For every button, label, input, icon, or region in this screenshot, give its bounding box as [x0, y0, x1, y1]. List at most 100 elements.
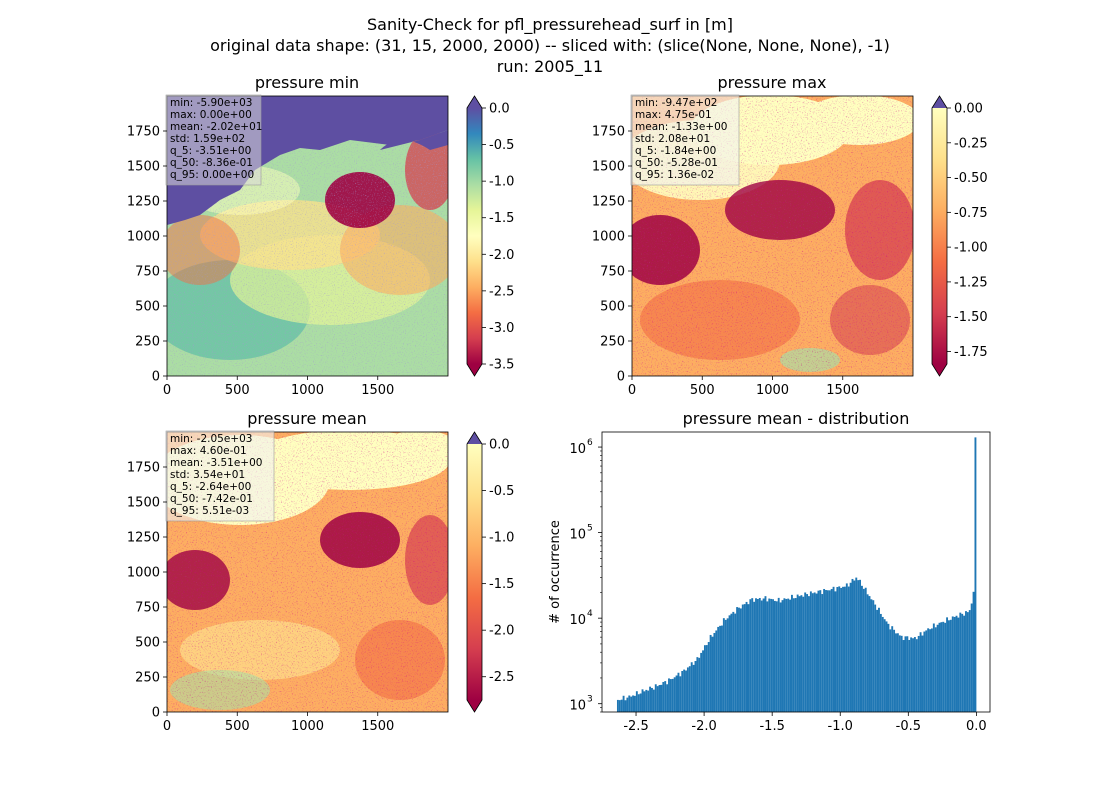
colorbar-tick-label: -0.5 — [489, 484, 514, 499]
y-tick-label: 1500 — [127, 496, 160, 511]
colorbar-tick-label: -3.5 — [489, 358, 514, 373]
histogram-bar — [690, 662, 693, 712]
y-axis: 0 250 500 750 1000 1250 1500 1750 — [127, 125, 167, 385]
histogram-bar — [876, 609, 879, 712]
y-tick-label: 10 — [569, 699, 586, 714]
histogram-bar — [677, 672, 680, 712]
panel-title: pressure max — [717, 73, 826, 92]
histogram-bar — [683, 669, 686, 712]
histogram-bar — [811, 593, 814, 712]
x-axis: 0 500 1000 1500 — [163, 376, 394, 398]
histogram-bar — [961, 613, 964, 712]
panel-title: pressure min — [255, 73, 359, 92]
y-axis: 0 250 500 750 1000 1250 1500 1750 — [592, 125, 632, 385]
histogram-bar — [732, 611, 735, 712]
colorbar: 0.0 -0.5 -1.0 -1.5 -2.0 -2.5 -3.0 -3.5 — [466, 95, 514, 377]
y-tick-exponent: 4 — [587, 609, 593, 619]
histogram-bar — [792, 598, 795, 712]
y-tick-label: 1750 — [592, 125, 625, 140]
histogram-bar — [908, 639, 911, 712]
histogram-bar — [649, 686, 652, 712]
histogram-bar — [671, 678, 674, 712]
histogram-bar — [760, 600, 763, 712]
stat-line: mean: -1.33e+00 — [635, 121, 727, 133]
histogram-bar — [666, 684, 669, 712]
histogram-bar — [842, 586, 844, 712]
y-tick-label: 1250 — [127, 531, 160, 546]
histogram-bar — [787, 598, 790, 712]
histogram-bar — [968, 610, 971, 712]
histogram-bar — [912, 638, 914, 712]
histogram-bar — [736, 607, 739, 712]
panel-title: pressure mean — [247, 409, 367, 428]
histogram-bar — [705, 645, 708, 712]
x-tick-label: 500 — [225, 383, 250, 398]
x-tick-label: -2.0 — [691, 719, 716, 734]
histogram-bar — [764, 596, 767, 712]
histogram-bar — [840, 587, 843, 712]
stat-line: q_5: -1.84e+00 — [635, 145, 716, 157]
histogram-bar — [738, 607, 740, 712]
x-tick-label: 0.0 — [966, 719, 987, 734]
y-tick-label: 250 — [600, 335, 625, 350]
histogram-bar — [887, 623, 890, 712]
panel-distribution: pressure mean - distribution -2.5 -2.0 -1.… — [548, 409, 991, 734]
histogram-bar — [832, 586, 835, 712]
histogram-bar — [857, 580, 860, 712]
stat-line: q_95: 0.00e+00 — [170, 169, 254, 181]
colorbar-tick-label: -1.00 — [954, 241, 988, 256]
histogram-bar — [791, 594, 793, 712]
histogram-bar — [913, 637, 916, 712]
y-tick-label: 1250 — [592, 195, 625, 210]
histogram-bar — [721, 625, 723, 712]
y-tick-label: 10 — [569, 528, 586, 543]
histogram-bar — [927, 628, 930, 712]
histogram-bar — [815, 593, 818, 712]
histogram-bar — [804, 592, 807, 712]
histogram-bar — [717, 626, 720, 712]
histogram-bar — [747, 604, 750, 712]
stat-line: max: 0.00e+00 — [170, 109, 252, 121]
histogram-bar — [902, 640, 905, 712]
colorbar-tick-label: 0.00 — [954, 102, 983, 117]
histogram-bar — [917, 635, 920, 712]
x-tick-label: 1000 — [756, 383, 789, 398]
histogram-bar — [889, 629, 892, 712]
histogram-bar — [891, 626, 894, 712]
x-tick-label: -1.5 — [759, 719, 784, 734]
y-tick-label: 1000 — [592, 230, 625, 245]
histogram-bar — [794, 598, 797, 712]
y-tick-label: 750 — [135, 265, 160, 280]
y-tick-label: 250 — [135, 671, 160, 686]
colorbar-tick-label: -2.5 — [489, 670, 514, 685]
histogram-bar — [862, 588, 865, 712]
histogram-bar — [834, 591, 837, 712]
histogram-bar — [900, 635, 903, 712]
histogram-bar — [949, 619, 952, 712]
histogram-bar — [616, 699, 619, 712]
histogram-bar — [726, 618, 729, 712]
histogram-bar — [739, 608, 742, 712]
histogram-bar — [773, 600, 776, 712]
stats-box: min: -2.05e+03 max: 4.60e-01 mean: -3.51… — [165, 430, 275, 522]
x-axis: 0 500 1000 1500 — [163, 712, 394, 734]
colorbar-tick-label: -1.0 — [489, 531, 514, 546]
histogram-bar — [734, 613, 737, 712]
histogram-bar — [885, 621, 888, 712]
histogram-bar — [940, 622, 943, 712]
figure-title-line-3: run: 2005_11 — [497, 57, 603, 77]
colorbar-tick-label: -0.75 — [954, 206, 988, 221]
histogram-bar — [652, 689, 655, 712]
colorbar-tick-label: -2.0 — [489, 624, 514, 639]
histogram-bar — [836, 587, 839, 712]
histogram-bar — [821, 594, 824, 712]
stat-line: std: 3.54e+01 — [170, 469, 245, 481]
stat-line: q_50: -5.28e-01 — [635, 157, 718, 169]
histogram-bar — [951, 616, 954, 712]
histogram-bar — [823, 588, 826, 712]
histogram-bars — [616, 437, 977, 712]
histogram-bar — [883, 619, 886, 712]
stats-box: min: -9.47e+02 max: 4.75e-01 mean: -1.33… — [630, 94, 740, 186]
